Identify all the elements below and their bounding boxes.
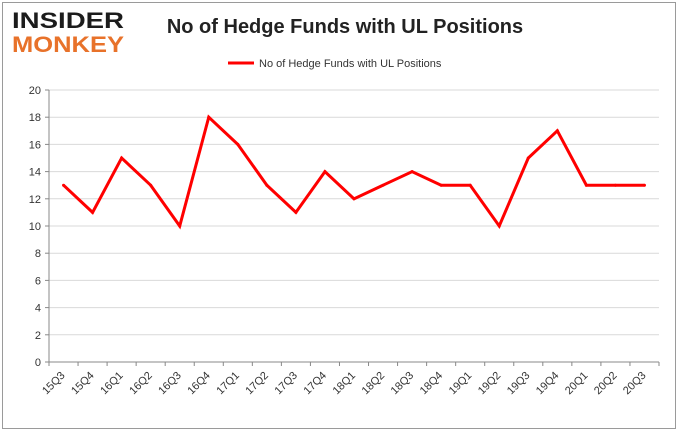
legend-label-0: No of Hedge Funds with UL Positions — [259, 58, 442, 70]
data-point-18Q3 — [410, 170, 414, 174]
data-point-19Q2 — [497, 224, 501, 228]
y-tick-label-10: 10 — [29, 221, 41, 233]
data-point-19Q4 — [555, 129, 559, 133]
y-axis-ticks: 0 2 4 6 8 10 12 14 16 18 20 — [29, 85, 49, 369]
x-tick-label-18Q1: 18Q1 — [331, 370, 359, 398]
y-tick-label-0: 0 — [35, 357, 41, 369]
x-tick-label-17Q3: 17Q3 — [273, 370, 301, 398]
x-tick-label-16Q1: 16Q1 — [98, 370, 126, 398]
data-point-15Q4 — [91, 210, 95, 214]
x-tick-label-18Q3: 18Q3 — [389, 370, 417, 398]
x-tick-label-19Q2: 19Q2 — [476, 370, 504, 398]
x-tick-label-15Q4: 15Q4 — [69, 370, 97, 398]
x-axis-ticks: 15Q3 15Q4 16Q1 16Q2 16Q3 16Q4 17Q1 17Q2 17Q3 17Q4… — [40, 362, 660, 398]
y-tick-label-14: 14 — [29, 167, 41, 179]
x-tick-label-20Q2: 20Q2 — [592, 370, 620, 398]
insider-monkey-logo: INSIDER MONKEY — [12, 8, 124, 57]
x-tick-label-16Q2: 16Q2 — [127, 370, 155, 398]
data-point-16Q2 — [149, 183, 153, 187]
series-points — [62, 115, 646, 228]
data-point-17Q3 — [294, 210, 298, 214]
data-point-17Q2 — [265, 183, 269, 187]
chart-title: No of Hedge Funds with UL Positions — [166, 16, 524, 38]
y-tick-label-2: 2 — [35, 330, 41, 342]
data-point-20Q1 — [584, 183, 588, 187]
logo-line-insider: INSIDER — [12, 8, 124, 33]
data-point-16Q4 — [207, 115, 211, 119]
y-tick-label-4: 4 — [35, 303, 41, 315]
data-point-16Q1 — [120, 156, 124, 160]
data-point-20Q3 — [642, 183, 646, 187]
data-point-18Q4 — [439, 183, 443, 187]
y-tick-label-6: 6 — [35, 275, 41, 287]
data-point-20Q2 — [613, 183, 617, 187]
y-tick-label-12: 12 — [29, 194, 41, 206]
x-tick-label-16Q4: 16Q4 — [185, 370, 213, 398]
x-tick-label-19Q3: 19Q3 — [505, 370, 533, 398]
y-tick-label-16: 16 — [29, 139, 41, 151]
data-point-18Q2 — [381, 183, 385, 187]
x-tick-label-17Q4: 17Q4 — [302, 370, 330, 398]
data-point-17Q1 — [236, 142, 240, 146]
x-tick-label-20Q1: 20Q1 — [563, 370, 591, 398]
data-point-17Q4 — [323, 170, 327, 174]
x-tick-label-19Q4: 19Q4 — [534, 370, 562, 398]
legend: No of Hedge Funds with UL Positions — [228, 58, 442, 70]
x-tick-label-16Q3: 16Q3 — [156, 370, 184, 398]
data-point-16Q3 — [178, 224, 182, 228]
x-tick-label-17Q2: 17Q2 — [243, 370, 271, 398]
data-point-19Q3 — [526, 156, 530, 160]
chart-frame — [2, 2, 676, 429]
x-tick-label-17Q1: 17Q1 — [214, 370, 242, 398]
x-tick-label-19Q1: 19Q1 — [447, 370, 475, 398]
x-tick-label-18Q4: 18Q4 — [418, 370, 446, 398]
y-tick-label-8: 8 — [35, 248, 41, 260]
y-tick-label-20: 20 — [29, 85, 41, 97]
y-tick-label-18: 18 — [29, 112, 41, 124]
x-tick-label-20Q3: 20Q3 — [621, 370, 649, 398]
data-point-15Q3 — [62, 183, 66, 187]
gridlines — [49, 89, 659, 336]
x-tick-label-18Q2: 18Q2 — [360, 370, 388, 398]
data-point-18Q1 — [352, 197, 356, 201]
logo-line-monkey: MONKEY — [12, 32, 124, 57]
x-tick-label-15Q3: 15Q3 — [40, 370, 68, 398]
data-point-19Q1 — [468, 183, 472, 187]
